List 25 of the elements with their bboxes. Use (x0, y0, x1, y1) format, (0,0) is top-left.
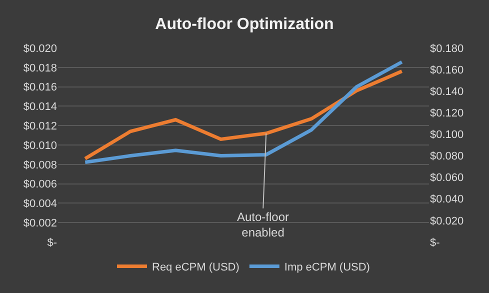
legend-label: Req eCPM (USD) (152, 261, 240, 274)
y2-tick-label: $0.020 (430, 215, 464, 228)
y2-tick-label: $0.060 (430, 172, 464, 184)
y-tick-label: $0.008 (23, 159, 57, 172)
y2-tick-label: $0.100 (430, 129, 464, 142)
y-tick-label: $- (47, 236, 58, 249)
y-tick-label: $0.002 (23, 217, 57, 230)
y-tick-label: $0.010 (23, 140, 57, 152)
y2-tick-label: $0.180 (430, 42, 464, 55)
annotation: Auto-floor enabled (237, 210, 290, 240)
y-tick-label: $0.012 (23, 120, 57, 132)
y-tick-label: $0.018 (23, 62, 57, 74)
y2-tick-label: $0.160 (430, 64, 464, 76)
legend-label: Imp eCPM (USD) (284, 261, 370, 274)
y-tick-label: $0.014 (23, 101, 57, 114)
chart-title: Auto-floor Optimization (155, 16, 334, 33)
y-tick-label: $0.006 (23, 178, 57, 191)
y2-tick-label: $0.140 (430, 86, 464, 98)
y2-tick-label: $- (430, 236, 440, 249)
y-tick-label: $0.004 (23, 198, 57, 210)
y-tick-label: $0.016 (23, 82, 57, 94)
y2-tick-label: $0.080 (430, 150, 464, 163)
y2-tick-label: $0.040 (430, 194, 464, 206)
y2-tick-label: $0.120 (430, 108, 464, 120)
y-tick-label: $0.020 (23, 42, 57, 55)
